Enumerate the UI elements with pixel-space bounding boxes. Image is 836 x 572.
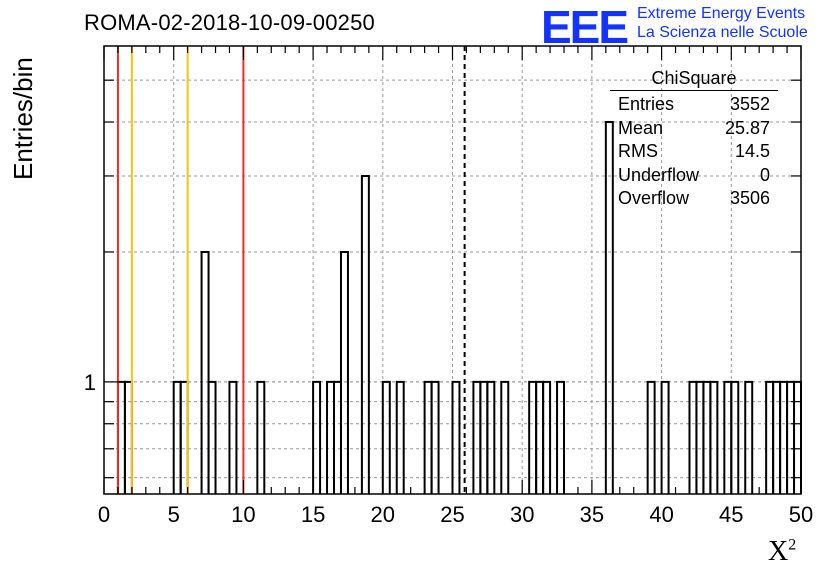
stats-value: 3506 xyxy=(729,188,770,209)
stats-row-entries: Entries 3552 xyxy=(610,93,778,117)
x-axis-ticks: 0 5 10 15 20 25 30 35 40 45 50 xyxy=(98,46,813,527)
histogram-bar xyxy=(542,380,552,494)
histogram-bar xyxy=(744,380,754,494)
stats-label: RMS xyxy=(618,141,658,162)
x-tick-label: 30 xyxy=(510,502,534,527)
x-tick-label: 0 xyxy=(98,502,110,527)
stats-box: ChiSquare Entries 3552 Mean 25.87 RMS 14… xyxy=(610,68,778,211)
stats-row-overflow: Overflow 3506 xyxy=(610,187,778,211)
histogram-bar xyxy=(312,380,322,494)
stats-value: 0 xyxy=(759,164,770,185)
stats-label: Underflow xyxy=(618,164,700,185)
stats-value: 3552 xyxy=(729,94,770,115)
stats-label: Entries xyxy=(618,94,675,115)
y-axis-label: Entries/bin xyxy=(8,57,38,180)
histogram-bar xyxy=(709,380,719,494)
x-tick-label: 50 xyxy=(789,502,813,527)
stats-label: Mean xyxy=(618,117,664,138)
histogram-bar xyxy=(360,174,370,494)
histogram-bar xyxy=(207,380,217,494)
histogram-bar xyxy=(660,380,670,494)
reference-lines xyxy=(116,46,466,494)
stats-row-underflow: Underflow 0 xyxy=(610,164,778,188)
histogram-bar xyxy=(500,380,510,494)
stats-label: Overflow xyxy=(618,188,690,209)
histogram-bar xyxy=(486,380,496,494)
histogram-bar xyxy=(451,380,461,494)
x-tick-label: 40 xyxy=(649,502,673,527)
stats-row-mean: Mean 25.87 xyxy=(610,117,778,141)
logo-caption: Extreme Energy Events La Scienza nelle S… xyxy=(637,4,808,42)
x-tick-label: 5 xyxy=(168,502,180,527)
x-tick-label: 20 xyxy=(371,502,395,527)
histogram-bar xyxy=(430,380,440,494)
logo-caption-line1: Extreme Energy Events xyxy=(637,5,806,22)
x-tick-label: 10 xyxy=(231,502,255,527)
stats-title: ChiSquare xyxy=(610,68,778,91)
x-tick-label: 45 xyxy=(719,502,743,527)
stats-row-rms: RMS 14.5 xyxy=(610,140,778,164)
x-tick-label: 35 xyxy=(580,502,604,527)
stats-value: 25.87 xyxy=(724,117,770,138)
x-axis-label: X2 xyxy=(768,536,797,567)
histogram-bar xyxy=(730,380,740,494)
chart-title: ROMA-02-2018-10-09-00250 xyxy=(84,10,375,35)
x-tick-label: 25 xyxy=(440,502,464,527)
histogram-bar xyxy=(395,380,405,494)
histogram-bar xyxy=(256,380,266,494)
histogram-bar xyxy=(200,250,210,494)
histogram-bar xyxy=(646,380,656,494)
y-axis-ticks: 1 xyxy=(84,79,801,479)
histogram-bar xyxy=(339,250,349,494)
stats-value: 14.5 xyxy=(734,141,770,162)
x-tick-label: 15 xyxy=(301,502,325,527)
eee-logo: EEE xyxy=(541,1,629,53)
logo-caption-line2: La Scienza nelle Scuole xyxy=(637,24,808,41)
y-tick-label: 1 xyxy=(84,370,96,395)
histogram-bar xyxy=(556,380,566,494)
histogram-bar xyxy=(381,380,391,494)
histogram-bar xyxy=(228,380,238,494)
histogram-bar xyxy=(604,121,614,494)
